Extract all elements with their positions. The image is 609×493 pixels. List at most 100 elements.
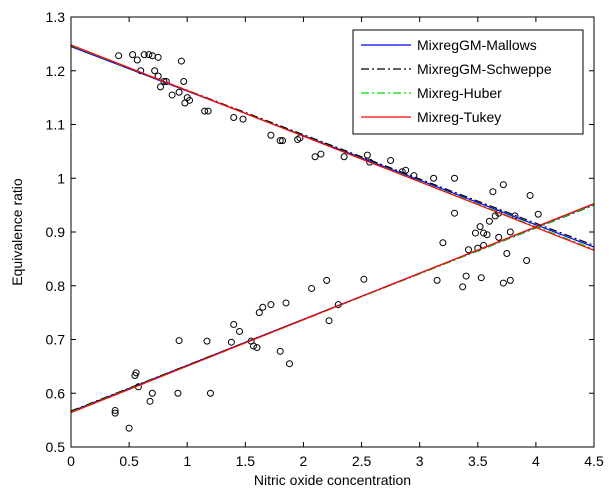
data-point-83 bbox=[459, 283, 467, 291]
series-2-line-1 bbox=[70, 204, 595, 413]
data-point-5 bbox=[145, 51, 153, 59]
x-tick-label-3: 1.5 bbox=[236, 453, 256, 469]
data-point-54 bbox=[125, 424, 133, 432]
data-point-34 bbox=[387, 157, 395, 165]
data-point-2 bbox=[133, 56, 141, 64]
data-point-68 bbox=[249, 342, 257, 350]
axis-ticks: 0 0.5 1 1.5 2 2.5 3 3.5 4 4.50.50.60.70.80.911.11… bbox=[46, 9, 604, 469]
y-tick-label-6: 1.1 bbox=[46, 117, 66, 133]
data-point-44 bbox=[489, 188, 497, 196]
data-point-21 bbox=[204, 107, 212, 115]
data-point-50 bbox=[526, 191, 534, 199]
series-1-line-0 bbox=[70, 45, 595, 246]
x-tick-label-8: 4 bbox=[532, 453, 540, 469]
y-tick-label-2: 0.7 bbox=[46, 332, 66, 348]
legend-entry-0: MixregGM-Mallows bbox=[417, 37, 537, 53]
y-tick-label-1: 0.6 bbox=[46, 385, 66, 401]
x-tick-label-4: 2 bbox=[300, 453, 308, 469]
data-point-95 bbox=[523, 256, 531, 264]
x-tick-label-0: 0 bbox=[67, 453, 75, 469]
series-3-line-0 bbox=[70, 44, 595, 251]
x-tick-label-7: 3.5 bbox=[468, 453, 488, 469]
data-point-1 bbox=[129, 51, 137, 59]
data-point-75 bbox=[285, 360, 293, 368]
data-point-40 bbox=[451, 209, 459, 217]
data-point-73 bbox=[276, 347, 284, 355]
data-point-52 bbox=[111, 406, 119, 414]
legend-entry-2: Mixreg-Huber bbox=[417, 85, 502, 101]
data-point-41 bbox=[476, 223, 484, 231]
data-point-74 bbox=[282, 299, 290, 307]
legend-entry-1: MixregGM-Schweppe bbox=[417, 61, 552, 77]
data-point-80 bbox=[360, 275, 368, 283]
data-point-53 bbox=[111, 409, 119, 417]
data-point-84 bbox=[462, 272, 470, 280]
data-point-65 bbox=[230, 320, 238, 328]
data-point-66 bbox=[236, 327, 244, 335]
y-tick-label-5: 1 bbox=[57, 170, 65, 186]
data-point-25 bbox=[276, 137, 284, 145]
data-point-22 bbox=[230, 114, 238, 122]
y-tick-label-4: 0.9 bbox=[46, 224, 66, 240]
data-point-48 bbox=[506, 228, 514, 236]
data-point-13 bbox=[168, 91, 176, 99]
data-point-10 bbox=[156, 83, 164, 91]
data-point-29 bbox=[311, 153, 319, 161]
data-point-43 bbox=[485, 217, 493, 225]
data-point-4 bbox=[140, 51, 148, 59]
data-point-8 bbox=[154, 53, 162, 61]
x-tick-label-6: 3 bbox=[416, 453, 424, 469]
y-tick-label-0: 0.5 bbox=[46, 439, 66, 455]
series-0-line-0 bbox=[70, 46, 595, 248]
data-point-92 bbox=[499, 279, 507, 287]
x-tick-label-9: 4.5 bbox=[584, 453, 604, 469]
data-point-7 bbox=[151, 67, 159, 75]
regression-lines bbox=[70, 44, 595, 414]
data-point-42 bbox=[480, 229, 488, 237]
data-point-69 bbox=[253, 344, 261, 352]
data-point-16 bbox=[180, 78, 188, 85]
data-point-64 bbox=[227, 338, 235, 346]
data-point-60 bbox=[174, 389, 182, 397]
data-point-24 bbox=[267, 131, 275, 139]
y-axis-title: Equivalence ratio bbox=[9, 178, 25, 286]
data-point-78 bbox=[325, 317, 333, 325]
data-point-61 bbox=[175, 337, 183, 345]
x-tick-label-2: 1 bbox=[183, 453, 191, 469]
data-point-51 bbox=[534, 210, 542, 218]
x-axis-title: Nitric oxide concentration bbox=[254, 472, 411, 488]
data-point-63 bbox=[206, 389, 214, 397]
data-point-90 bbox=[483, 231, 491, 239]
data-point-71 bbox=[259, 303, 267, 311]
data-point-85 bbox=[464, 246, 472, 254]
data-point-81 bbox=[433, 276, 441, 284]
data-point-32 bbox=[363, 151, 371, 159]
data-point-20 bbox=[201, 107, 209, 115]
data-point-26 bbox=[279, 137, 287, 145]
data-point-93 bbox=[503, 250, 511, 257]
series-3-line-1 bbox=[70, 202, 595, 414]
data-point-47 bbox=[499, 181, 507, 189]
scatter-points bbox=[111, 51, 542, 432]
data-point-39 bbox=[451, 174, 459, 182]
x-tick-label-5: 2.5 bbox=[352, 453, 372, 469]
data-point-23 bbox=[239, 115, 247, 123]
data-point-31 bbox=[340, 153, 348, 161]
data-point-62 bbox=[203, 337, 211, 345]
data-point-15 bbox=[177, 57, 185, 65]
data-point-19 bbox=[186, 96, 194, 104]
y-tick-label-3: 0.8 bbox=[46, 278, 66, 294]
series-2-line-0 bbox=[70, 44, 595, 250]
data-point-38 bbox=[430, 174, 438, 182]
legend-entry-3: Mixreg-Tukey bbox=[417, 109, 501, 125]
y-tick-label-7: 1.2 bbox=[46, 63, 66, 79]
data-point-59 bbox=[148, 389, 156, 397]
data-point-30 bbox=[317, 150, 325, 158]
data-point-94 bbox=[506, 276, 514, 284]
data-point-86 bbox=[471, 229, 479, 237]
data-point-14 bbox=[175, 88, 183, 96]
data-point-58 bbox=[146, 397, 154, 405]
data-point-91 bbox=[495, 233, 503, 241]
data-point-56 bbox=[132, 369, 140, 377]
